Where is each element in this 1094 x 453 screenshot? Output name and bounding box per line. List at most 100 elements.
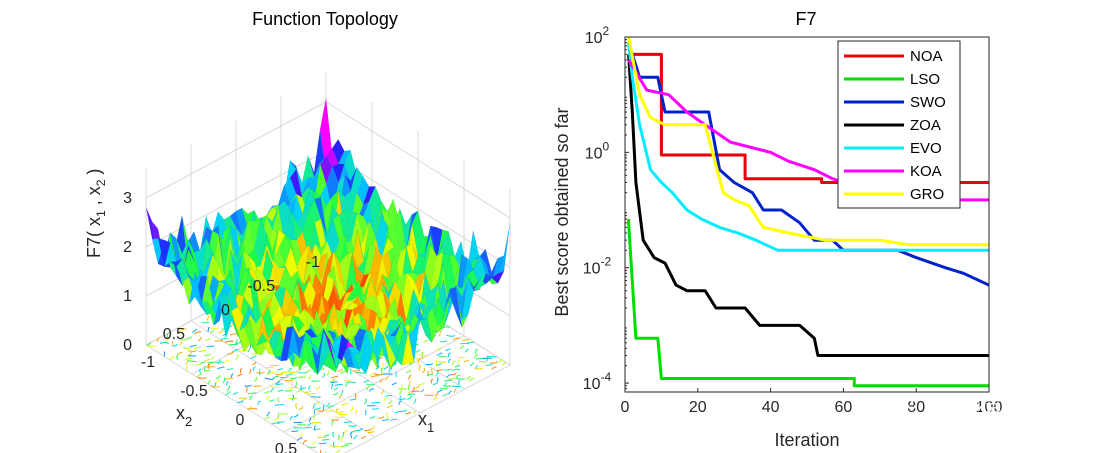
contour-line	[406, 369, 412, 374]
contour-line	[451, 360, 456, 366]
z-tick-label: 1	[123, 288, 132, 305]
contour-line	[464, 348, 470, 353]
contour-line	[247, 408, 258, 410]
surface-z-ticks: 0 1 2 3	[123, 190, 132, 354]
contour-line	[445, 348, 452, 352]
contour-line	[186, 336, 193, 340]
contour-line	[313, 414, 316, 420]
contour-line	[199, 368, 202, 375]
contour-line	[368, 388, 375, 392]
contour-line	[436, 347, 443, 351]
contour-line	[353, 369, 361, 372]
contour-line	[277, 367, 283, 371]
contour-line	[210, 356, 215, 361]
surface-y-label: x2	[176, 403, 192, 429]
contour-line	[466, 375, 471, 380]
contour-line	[373, 373, 384, 376]
z-tick-label: 3	[123, 190, 132, 207]
contour-line	[335, 407, 339, 413]
surface-z-label: F7( x1 , x2 )	[84, 169, 108, 258]
convergence-title: F7	[795, 9, 816, 29]
y-tick-label: 10-2	[583, 255, 612, 278]
contour-line	[406, 396, 412, 401]
contour-line	[443, 385, 452, 387]
contour-line	[418, 364, 421, 371]
contour-line	[224, 340, 234, 343]
contour-line	[186, 365, 188, 371]
contour-line	[253, 385, 262, 388]
contour-line	[289, 386, 298, 389]
contour-line	[398, 387, 407, 390]
contour-line	[331, 375, 339, 379]
contour-line	[440, 339, 447, 343]
x-tick-label: 0	[621, 399, 630, 416]
contour-line	[196, 373, 203, 378]
contour-line	[277, 396, 280, 403]
contour-line	[179, 338, 188, 341]
contour-line	[288, 371, 298, 373]
contour-line	[302, 427, 312, 429]
contour-line	[299, 432, 303, 438]
contour-line	[346, 381, 357, 384]
contour-line	[295, 381, 298, 388]
contour-line	[382, 418, 389, 422]
contour-line	[228, 343, 238, 346]
convergence-x-label: Iteration	[774, 430, 839, 450]
surface-x-ticks: -1 -0.5 0 0.5	[141, 354, 297, 453]
contour-line	[232, 391, 239, 395]
contour-line	[252, 361, 257, 366]
surface-panel: Function Topology 0 1 2 3 -1 -0.5 0 0.5 -1 -0.5…	[84, 9, 511, 453]
contour-line	[250, 355, 257, 359]
contour-line	[408, 390, 411, 396]
contour-line	[457, 359, 461, 364]
contour-line	[210, 327, 219, 329]
contour-line	[384, 376, 389, 381]
contour-line	[169, 356, 175, 361]
contour-line	[266, 411, 271, 417]
contour-line	[249, 368, 252, 374]
contour-line	[466, 341, 475, 344]
contour-line	[425, 363, 434, 366]
contour-line	[185, 359, 189, 366]
contour-line	[413, 409, 416, 415]
contour-line	[459, 342, 470, 345]
surface-x-label: x1	[418, 409, 434, 435]
contour-line	[176, 354, 179, 361]
contour-line	[379, 378, 384, 383]
contour-line	[321, 439, 330, 441]
contour-line	[330, 381, 338, 384]
contour-line	[314, 407, 321, 411]
series-line-gro	[627, 37, 989, 247]
contour-line	[317, 436, 327, 438]
contour-line	[478, 360, 488, 363]
contour-line	[407, 374, 412, 380]
contour-line	[214, 379, 221, 384]
contour-line	[380, 389, 385, 395]
z-tick-label: 2	[123, 239, 132, 256]
contour-line	[360, 435, 367, 440]
x2-tick-label: 0.5	[163, 326, 185, 343]
contour-line	[264, 416, 271, 421]
contour-line	[277, 389, 284, 392]
contour-line	[177, 351, 183, 355]
contour-line	[311, 422, 322, 424]
contour-line	[185, 357, 192, 360]
contour-line	[340, 389, 344, 395]
contour-line	[421, 367, 426, 373]
contour-line	[355, 372, 366, 374]
contour-line	[383, 365, 389, 370]
contour-line	[343, 421, 353, 424]
contour-line	[447, 352, 452, 358]
contour-line	[310, 396, 321, 398]
contour-line	[370, 375, 379, 378]
contour-line	[313, 409, 316, 415]
contour-line	[216, 375, 221, 380]
contour-line	[284, 389, 293, 392]
contour-line	[366, 404, 376, 407]
contour-line	[364, 409, 367, 416]
contour-line	[501, 361, 507, 366]
contour-line	[442, 392, 448, 397]
contour-line	[436, 389, 443, 393]
contour-line	[378, 416, 385, 419]
contour-line	[192, 328, 197, 333]
